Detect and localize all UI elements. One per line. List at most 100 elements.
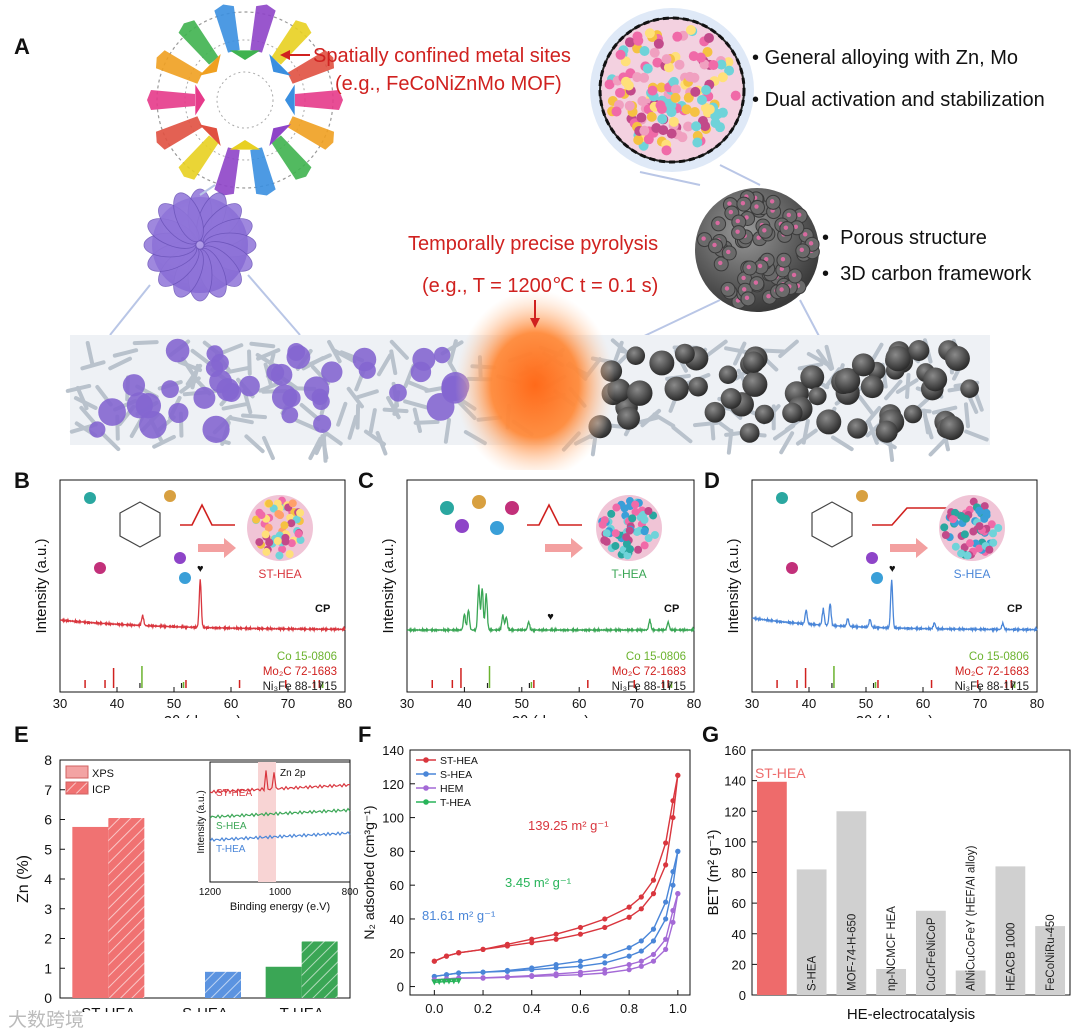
carbon-shell-core	[701, 236, 706, 241]
metal-ion	[84, 492, 96, 504]
metal-ion	[440, 501, 454, 515]
data-point	[663, 899, 669, 905]
ref-ni3fe-label: Ni₃Fe 88-1715	[612, 681, 686, 693]
x-tick-label: 50	[515, 696, 529, 711]
network-stick	[108, 356, 132, 371]
mof-inner-blade	[269, 54, 291, 76]
x-tick-label: 40	[457, 696, 471, 711]
particle-atom	[987, 520, 996, 529]
mof-blade	[155, 50, 203, 84]
bar-label: FeCoNiRu-450	[1045, 914, 1057, 991]
purple-cluster	[358, 361, 376, 379]
network-stick	[307, 353, 332, 367]
alloy-atom	[656, 82, 667, 93]
xrd-frame	[406, 479, 695, 693]
carbon-shell-core	[718, 260, 723, 266]
particle-atom	[640, 541, 649, 550]
data-point	[443, 972, 450, 978]
network-stick	[801, 418, 810, 445]
particle-atom	[265, 538, 274, 547]
carbon-sphere	[908, 340, 930, 361]
metal-ion	[866, 552, 878, 564]
carbon-sphere	[923, 367, 948, 392]
mof-blade-shape	[287, 50, 335, 84]
y-axis-label: Intensity (a.u.)	[725, 538, 742, 633]
particle-atom	[988, 529, 997, 538]
data-point	[663, 916, 669, 922]
mof-blade	[287, 50, 335, 84]
metal-ion	[179, 572, 191, 584]
category-label: S-HEA	[182, 1005, 228, 1012]
carbon-shell-core	[779, 266, 785, 272]
carbon-sphere	[800, 365, 825, 390]
x-tick-label: 0.4	[523, 1001, 541, 1016]
carbon-shell-core	[744, 215, 749, 220]
particle-atom	[975, 544, 984, 553]
data-point	[529, 936, 535, 942]
x-tick-label: 70	[973, 696, 987, 711]
mof-blade-shape	[271, 135, 312, 180]
process-arrow	[545, 538, 583, 558]
network-stick	[244, 434, 265, 454]
legend-xps: XPS	[92, 768, 114, 780]
particle-atom	[278, 545, 287, 554]
linker-ring	[811, 501, 853, 548]
data-point	[504, 941, 510, 947]
metal-ion	[871, 572, 883, 584]
data-point	[626, 967, 632, 973]
x-axis-label: Ralative (p/po)	[501, 1020, 599, 1022]
cp-heart-marker: ♥	[889, 563, 896, 575]
carbon-sphere	[939, 415, 964, 441]
x-tick-label: 30	[745, 696, 759, 711]
x-tick-label: 0.0	[425, 1001, 443, 1016]
data-point	[638, 906, 644, 912]
network-stick	[332, 348, 357, 364]
mof-blades	[147, 4, 343, 196]
mof-blade-shape	[147, 90, 195, 110]
particle-atom	[975, 522, 984, 531]
purple-cluster	[389, 383, 407, 402]
watermark: 大数跨境	[8, 1009, 85, 1031]
cp-label: CP	[1007, 603, 1022, 615]
alloy-atom	[670, 84, 681, 95]
inset-series-label: T-HEA	[216, 844, 246, 855]
panel-c-letter: C	[358, 468, 374, 493]
inset-highlight	[258, 762, 276, 882]
particle-atom	[287, 539, 296, 548]
pyrolysis-line2: (e.g., T = 1200℃ t = 0.1 s)	[422, 275, 659, 297]
y-axis-label: Intensity (a.u.)	[33, 538, 50, 633]
network-stick	[321, 436, 328, 463]
particle-atom	[628, 514, 637, 523]
carbon-sphere	[847, 418, 868, 439]
x-tick-label: 30	[400, 696, 414, 711]
mof-blade-shape	[250, 4, 276, 53]
alloy-atom	[653, 38, 664, 49]
particle-atom	[963, 551, 972, 560]
mof-blade-shape	[287, 116, 335, 150]
particle-atom	[975, 506, 984, 515]
ref-co-label: Co 15-0806	[277, 651, 337, 663]
bar-label: MOF-74-H-650	[846, 914, 858, 991]
network-stick	[795, 428, 818, 446]
purple-cluster	[270, 363, 293, 386]
data-point	[650, 958, 657, 964]
particle-atom	[980, 514, 989, 523]
carbon-shell-core	[735, 229, 740, 234]
porous-carbon-ball	[695, 188, 820, 312]
y-tick-label: 140	[724, 774, 746, 789]
alloy-atom	[691, 121, 702, 132]
carbon-shell-core	[769, 199, 775, 204]
network-stick	[152, 434, 176, 449]
data-point	[602, 967, 608, 973]
alloy-atom	[672, 31, 683, 42]
sample-label: T-HEA	[611, 567, 646, 581]
inset-spectrum-s-hea	[209, 807, 351, 820]
y-tick-label: 60	[732, 896, 746, 911]
particle-atom	[631, 507, 640, 516]
x-axis-label: HE-electrocatalysis	[847, 1006, 975, 1022]
mof-blade	[178, 20, 219, 65]
network-stick	[79, 405, 98, 427]
bar-s-hea-icp	[205, 971, 241, 998]
alloy-atom	[643, 134, 654, 145]
carbon-shell-core	[766, 294, 771, 299]
